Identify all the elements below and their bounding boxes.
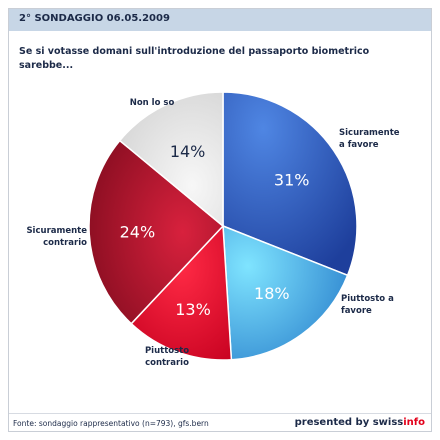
slice-value-0: 31% xyxy=(274,170,310,189)
header-bar: 2° SONDAGGIO 06.05.2009 xyxy=(9,9,431,31)
pie-slice-3 xyxy=(88,139,225,325)
slice-value-2: 13% xyxy=(175,300,211,319)
pie-chart: 31% 18% 13% 24% 14% xyxy=(88,91,358,361)
pie-slice-4 xyxy=(118,91,224,228)
slice-value-3: 24% xyxy=(120,222,156,241)
pie-slice-0 xyxy=(222,91,358,277)
slice-value-1: 18% xyxy=(254,284,290,303)
slice-label-0: Sicuramente a favore xyxy=(339,128,400,150)
brand-prefix: presented by swiss xyxy=(294,417,404,428)
pie-slice-2 xyxy=(130,224,233,361)
header-title: 2° SONDAGGIO 06.05.2009 xyxy=(19,13,170,24)
brand-accent: info xyxy=(403,417,425,428)
brand-logo: presented by swissinfo xyxy=(295,417,425,428)
question-text: Se si votasse domani sull'introduzione d… xyxy=(19,46,370,71)
slice-label-4: Non lo so xyxy=(129,98,175,108)
pie-slice-1 xyxy=(222,224,349,361)
slice-label-1: Piuttosto a favore xyxy=(341,294,394,316)
slice-label-2: Piuttosto contrario xyxy=(144,346,190,368)
footer-divider xyxy=(9,413,431,414)
footer-source: Fonte: sondaggio rappresentativo (n=793)… xyxy=(13,419,209,428)
slice-value-4: 14% xyxy=(170,142,206,161)
chart-frame: 2° SONDAGGIO 06.05.2009 Se si votasse do… xyxy=(8,8,432,432)
slice-label-3: Sicuramente contrario xyxy=(26,226,87,248)
